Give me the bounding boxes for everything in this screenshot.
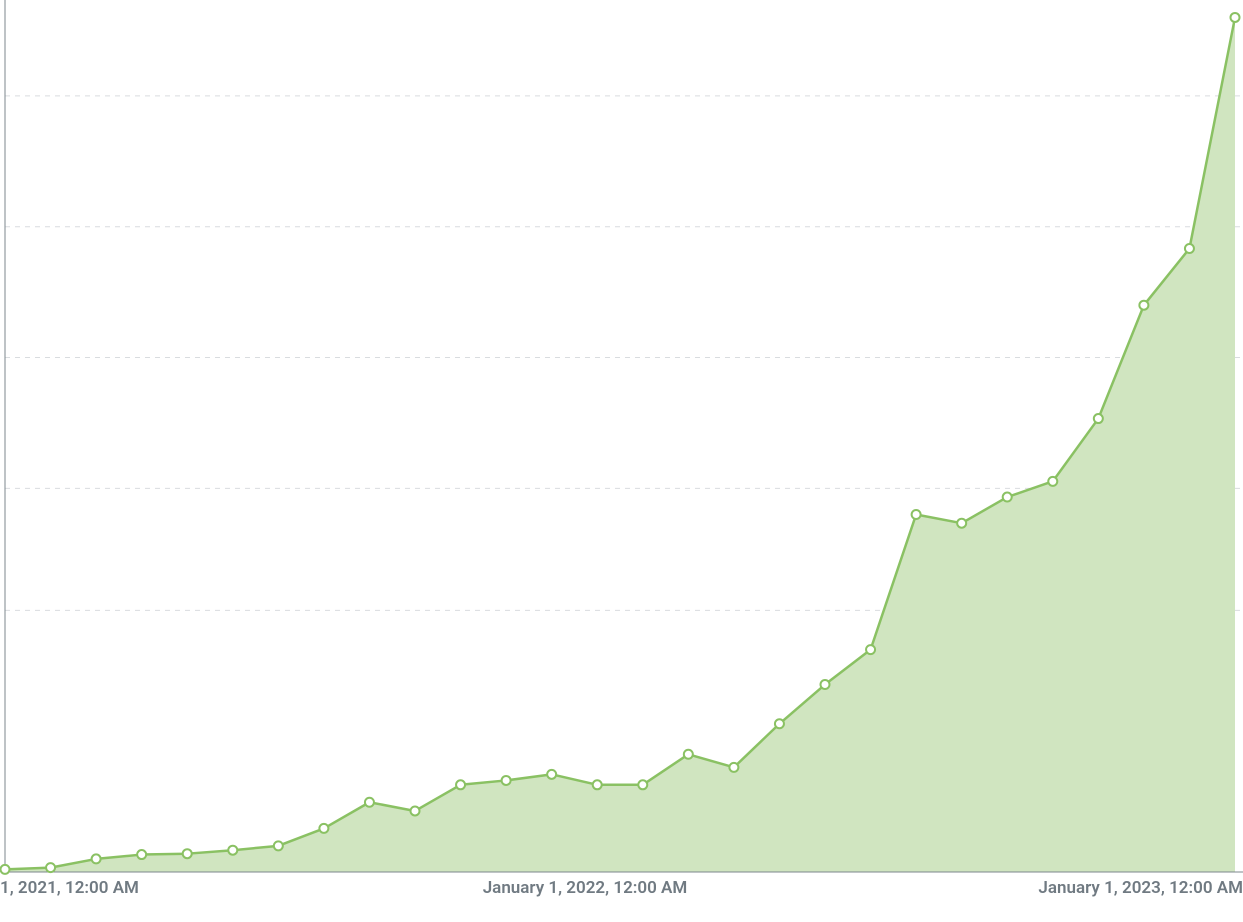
area-chart: 1, 2021, 12:00 AMJanuary 1, 2022, 12:00 …	[0, 0, 1243, 918]
chart-svg	[0, 0, 1243, 918]
